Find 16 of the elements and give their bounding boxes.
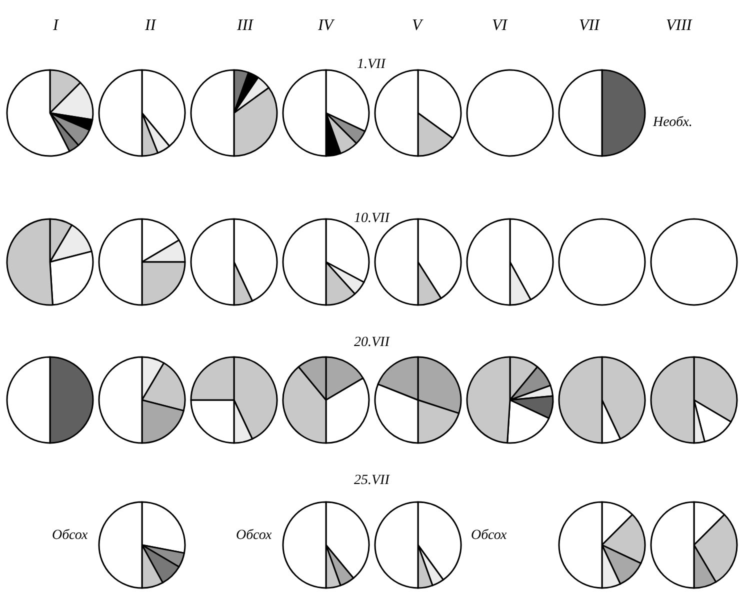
text: III — [236, 17, 254, 34]
text: 10.VII — [354, 211, 391, 226]
text: Обсох — [471, 528, 508, 543]
text: 20.VII — [354, 335, 391, 350]
text: VII — [579, 17, 600, 34]
text: Обсох — [236, 528, 273, 543]
text: Необх. — [652, 115, 692, 130]
text: I — [52, 17, 59, 34]
text: V — [412, 17, 424, 34]
text: VIII — [666, 17, 692, 34]
text: Обсох — [52, 528, 89, 543]
text: II — [144, 17, 156, 34]
text: IV — [317, 17, 336, 34]
text: VI — [492, 17, 508, 34]
text: 1.VII — [357, 57, 387, 72]
text: 25.VII — [354, 473, 391, 488]
